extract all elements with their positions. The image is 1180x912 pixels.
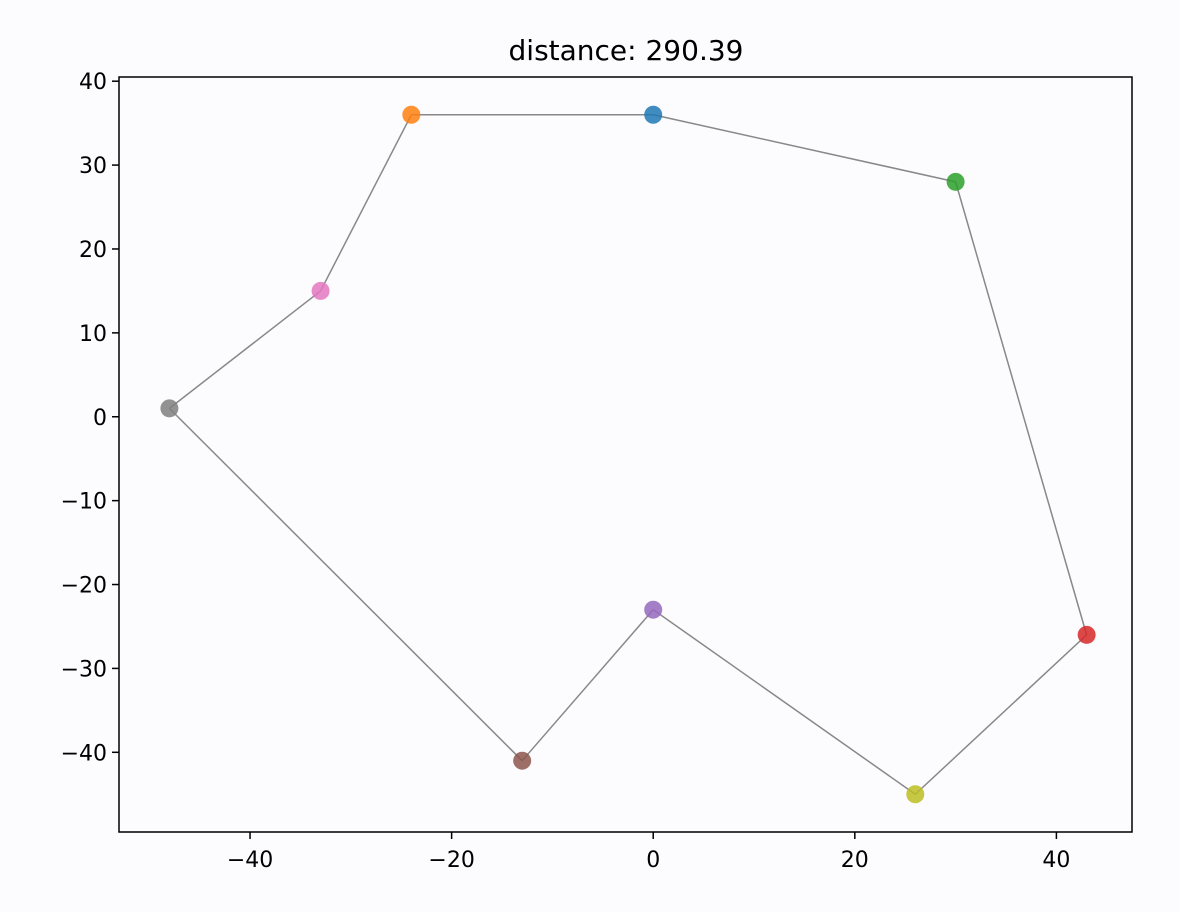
data-point: [311, 281, 330, 300]
x-axis: −40 −20 0 20 40: [227, 832, 1070, 873]
chart-title: distance: 290.39: [509, 34, 744, 67]
y-axis: 40 30 20 10 0 −10 −20 −30 −40: [61, 70, 119, 766]
tour-segment: [168, 290, 322, 409]
tour-segment: [954, 181, 1088, 636]
y-tick-label: −20: [61, 574, 107, 599]
data-point: [160, 399, 179, 418]
data-point: [1077, 625, 1096, 644]
x-tick-label: −20: [428, 848, 474, 873]
tour-segment: [319, 114, 412, 292]
tour-segment: [652, 609, 916, 795]
tour-segment: [521, 609, 654, 762]
x-tick-label: −40: [227, 848, 273, 873]
tour-segment: [653, 114, 956, 183]
data-point: [402, 105, 421, 124]
y-tick-label: −40: [61, 741, 107, 766]
data-point: [644, 105, 663, 124]
tour-segment: [914, 634, 1088, 795]
y-tick-label: 0: [93, 406, 107, 431]
y-tick-label: −10: [61, 490, 107, 515]
x-tick-label: 0: [646, 848, 660, 873]
points: [160, 105, 1096, 804]
y-tick-label: −30: [61, 657, 107, 682]
y-tick-label: 40: [79, 70, 107, 95]
data-point: [906, 785, 925, 804]
y-tick-label: 20: [79, 238, 107, 263]
x-tick-label: 40: [1042, 848, 1070, 873]
tour-segment: [168, 407, 523, 762]
x-tick-label: 20: [841, 848, 869, 873]
data-point: [946, 172, 965, 191]
y-tick-label: 10: [79, 322, 107, 347]
plot-area: [118, 76, 1133, 833]
y-tick-label: 30: [79, 154, 107, 179]
data-point: [513, 751, 532, 770]
data-point: [644, 600, 663, 619]
tour-lines: [168, 114, 1088, 795]
